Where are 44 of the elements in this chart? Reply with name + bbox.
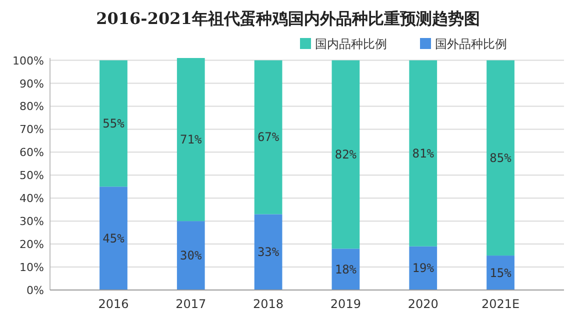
bar xyxy=(486,60,514,256)
data-label: 81% xyxy=(412,146,435,160)
y-tick-label: 70% xyxy=(20,123,44,136)
legend-label: 国内品种比例 xyxy=(315,37,387,51)
x-tick-label: 2019 xyxy=(330,297,361,311)
y-tick-label: 20% xyxy=(20,238,44,252)
legend-label: 国外品种比例 xyxy=(435,37,507,51)
x-tick-label: 2021E xyxy=(481,297,520,311)
bar xyxy=(254,214,282,290)
data-label: 19% xyxy=(412,261,435,276)
y-tick-label: 40% xyxy=(20,192,44,206)
y-tick-label: 60% xyxy=(20,146,44,160)
x-tick-label: 2020 xyxy=(408,297,438,311)
y-tick-label: 80% xyxy=(20,100,44,114)
bar xyxy=(409,246,438,290)
y-tick-label: 10% xyxy=(20,261,44,274)
x-tick-label: 2017 xyxy=(176,297,206,311)
y-tick-label: 90% xyxy=(20,77,44,90)
bar xyxy=(332,60,360,249)
x-tick-label: 2018 xyxy=(253,297,284,311)
data-label: 45% xyxy=(102,231,126,246)
data-label: 33% xyxy=(257,245,280,260)
bar xyxy=(486,256,514,290)
bar xyxy=(332,248,360,290)
data-label: 82% xyxy=(334,147,358,162)
y-tick-label: 100% xyxy=(12,54,44,68)
bar xyxy=(409,60,438,246)
bar xyxy=(176,58,205,222)
bar xyxy=(100,60,128,187)
bar xyxy=(100,186,128,290)
data-label: 67% xyxy=(257,130,280,144)
data-label: 18% xyxy=(334,262,358,276)
data-label: 15% xyxy=(490,266,512,280)
y-tick-label: 50% xyxy=(20,169,44,182)
data-label: 30% xyxy=(180,248,202,263)
bar xyxy=(254,60,282,214)
data-label: 55% xyxy=(102,116,126,130)
data-label: 85% xyxy=(490,150,512,165)
x-tick-label: 2016 xyxy=(98,297,129,311)
data-label: 71% xyxy=(180,132,202,147)
y-tick-label: 0% xyxy=(26,284,44,297)
chart-title: 2016-2021年祖代蛋种鸡国内外品种比重预测趋势图 xyxy=(96,9,480,28)
bar xyxy=(176,221,205,290)
y-tick-label: 30% xyxy=(20,215,44,228)
